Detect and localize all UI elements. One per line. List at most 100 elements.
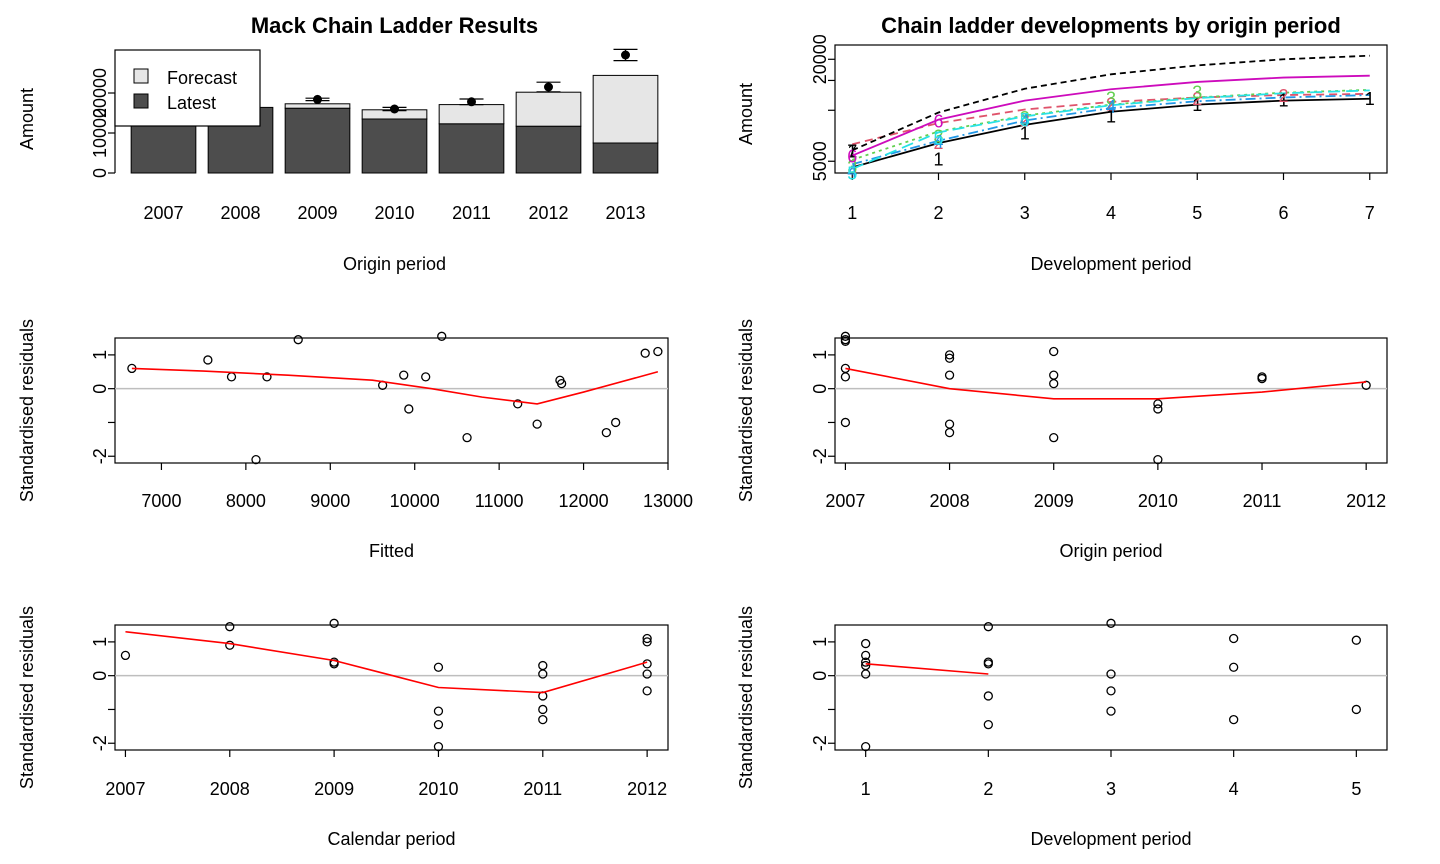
x-axis-label: Development period xyxy=(1030,254,1191,274)
development-line-6 xyxy=(851,74,1370,157)
x-tick-label: 2013 xyxy=(605,203,645,223)
bar-latest xyxy=(515,125,582,174)
point-label-2: 2 xyxy=(1192,89,1202,109)
plot-frame xyxy=(114,624,669,751)
point-label-6: 6 xyxy=(933,112,943,132)
residual-point xyxy=(120,650,131,661)
x-tick-label: 2009 xyxy=(297,203,337,223)
residual-point xyxy=(1229,714,1239,725)
residual-point xyxy=(1257,373,1267,384)
residual-point xyxy=(983,720,993,730)
x-tick-label: 5 xyxy=(1192,203,1202,223)
residual-point xyxy=(642,659,652,669)
residual-point xyxy=(861,650,871,661)
x-tick-label: 2011 xyxy=(1243,491,1282,511)
development-line-4 xyxy=(852,94,1370,166)
residual-point xyxy=(556,378,567,389)
x-tick-label: 6 xyxy=(1278,203,1288,223)
point-label-4: 4 xyxy=(933,132,943,152)
point-label-1: 1 xyxy=(1106,107,1116,127)
bar-forecast xyxy=(592,74,659,144)
residual-point xyxy=(1351,635,1361,645)
residuals-vs-development-panel: Development period Standardised residuals… xyxy=(736,606,1388,849)
legend-label-forecast: Forecast xyxy=(167,68,237,88)
residual-point xyxy=(437,331,447,341)
loess-trend-line xyxy=(845,367,1367,400)
x-tick-label: 11000 xyxy=(475,491,524,511)
residual-point xyxy=(1049,346,1059,357)
bar-latest xyxy=(284,107,351,174)
point-label-2: 2 xyxy=(1106,94,1116,114)
y-axis-label: Standardised residuals xyxy=(736,319,756,502)
chart-title: Chain ladder developments by origin peri… xyxy=(881,13,1341,38)
residual-point xyxy=(1106,686,1116,696)
y-tick-label: 0 xyxy=(90,671,110,681)
residual-point xyxy=(601,427,612,438)
plot-frame xyxy=(114,337,669,464)
y-tick-label: 0 xyxy=(90,168,110,178)
y-tick-label: 0 xyxy=(90,384,110,394)
ultimate-point xyxy=(467,97,476,107)
residual-point xyxy=(1049,433,1059,443)
loess-trend-line xyxy=(865,663,989,675)
residual-point xyxy=(861,741,871,752)
residual-point xyxy=(1106,706,1116,716)
bar-latest xyxy=(592,142,659,174)
residual-point xyxy=(1351,704,1361,715)
residual-point xyxy=(1153,404,1163,414)
residual-point xyxy=(1229,662,1239,672)
x-tick-label: 7000 xyxy=(141,491,181,511)
x-tick-label: 2012 xyxy=(1346,491,1386,511)
loess-trend-line xyxy=(131,367,659,405)
x-tick-label: 2010 xyxy=(374,203,414,223)
y-tick-label: -2 xyxy=(810,448,830,464)
x-tick-label: 2 xyxy=(933,203,943,223)
x-tick-label: 5 xyxy=(1351,779,1361,799)
residual-point xyxy=(293,335,303,345)
residual-point xyxy=(861,638,871,649)
residual-point xyxy=(462,433,472,443)
point-label-7: 7 xyxy=(847,141,857,161)
development-panel: Chain ladder developments by origin peri… xyxy=(736,13,1388,274)
x-tick-label: 2012 xyxy=(528,203,568,223)
residual-point xyxy=(513,399,523,409)
x-tick-label: 2008 xyxy=(210,779,250,799)
y-tick-label: 0 xyxy=(810,384,830,394)
point-label-6: 6 xyxy=(847,147,857,167)
y-axis-label: Amount xyxy=(736,83,756,145)
x-tick-label: 2009 xyxy=(1034,491,1074,511)
residual-point xyxy=(840,372,851,382)
x-tick-label: 13000 xyxy=(643,491,693,511)
residual-point xyxy=(1153,399,1163,409)
development-line-5 xyxy=(851,89,1370,170)
residual-point xyxy=(225,640,235,650)
development-line-7 xyxy=(851,54,1370,152)
x-tick-label: 2007 xyxy=(105,779,145,799)
y-tick-label: 1 xyxy=(810,350,830,360)
legend-box xyxy=(114,49,261,127)
residual-point xyxy=(640,348,650,358)
y-tick-label: -2 xyxy=(90,735,110,751)
x-tick-label: 10000 xyxy=(390,491,440,511)
y-axis-label: Amount xyxy=(17,88,37,150)
residual-point xyxy=(944,350,955,360)
bar-latest xyxy=(438,123,505,174)
y-axis-label: Standardised residuals xyxy=(17,606,37,789)
residual-point xyxy=(653,346,663,357)
residual-point xyxy=(433,720,444,730)
legend-label-latest: Latest xyxy=(167,93,216,113)
residual-point xyxy=(642,633,652,644)
residual-point xyxy=(225,622,235,632)
x-tick-label: 2008 xyxy=(930,491,970,511)
plot-frame xyxy=(834,337,1388,464)
x-axis-label: Calendar period xyxy=(327,829,455,849)
y-tick-label: 10000 xyxy=(90,108,110,158)
residual-point xyxy=(538,704,548,715)
residuals-vs-calendar-panel: Calendar period Standardised residuals 200… xyxy=(17,606,669,849)
point-label-5: 5 xyxy=(933,129,943,149)
point-label-1: 1 xyxy=(1192,95,1202,115)
point-label-3: 3 xyxy=(1192,83,1202,103)
y-tick-label: 1 xyxy=(90,637,110,647)
legend-swatch-forecast xyxy=(133,68,149,84)
residual-point xyxy=(642,637,652,647)
